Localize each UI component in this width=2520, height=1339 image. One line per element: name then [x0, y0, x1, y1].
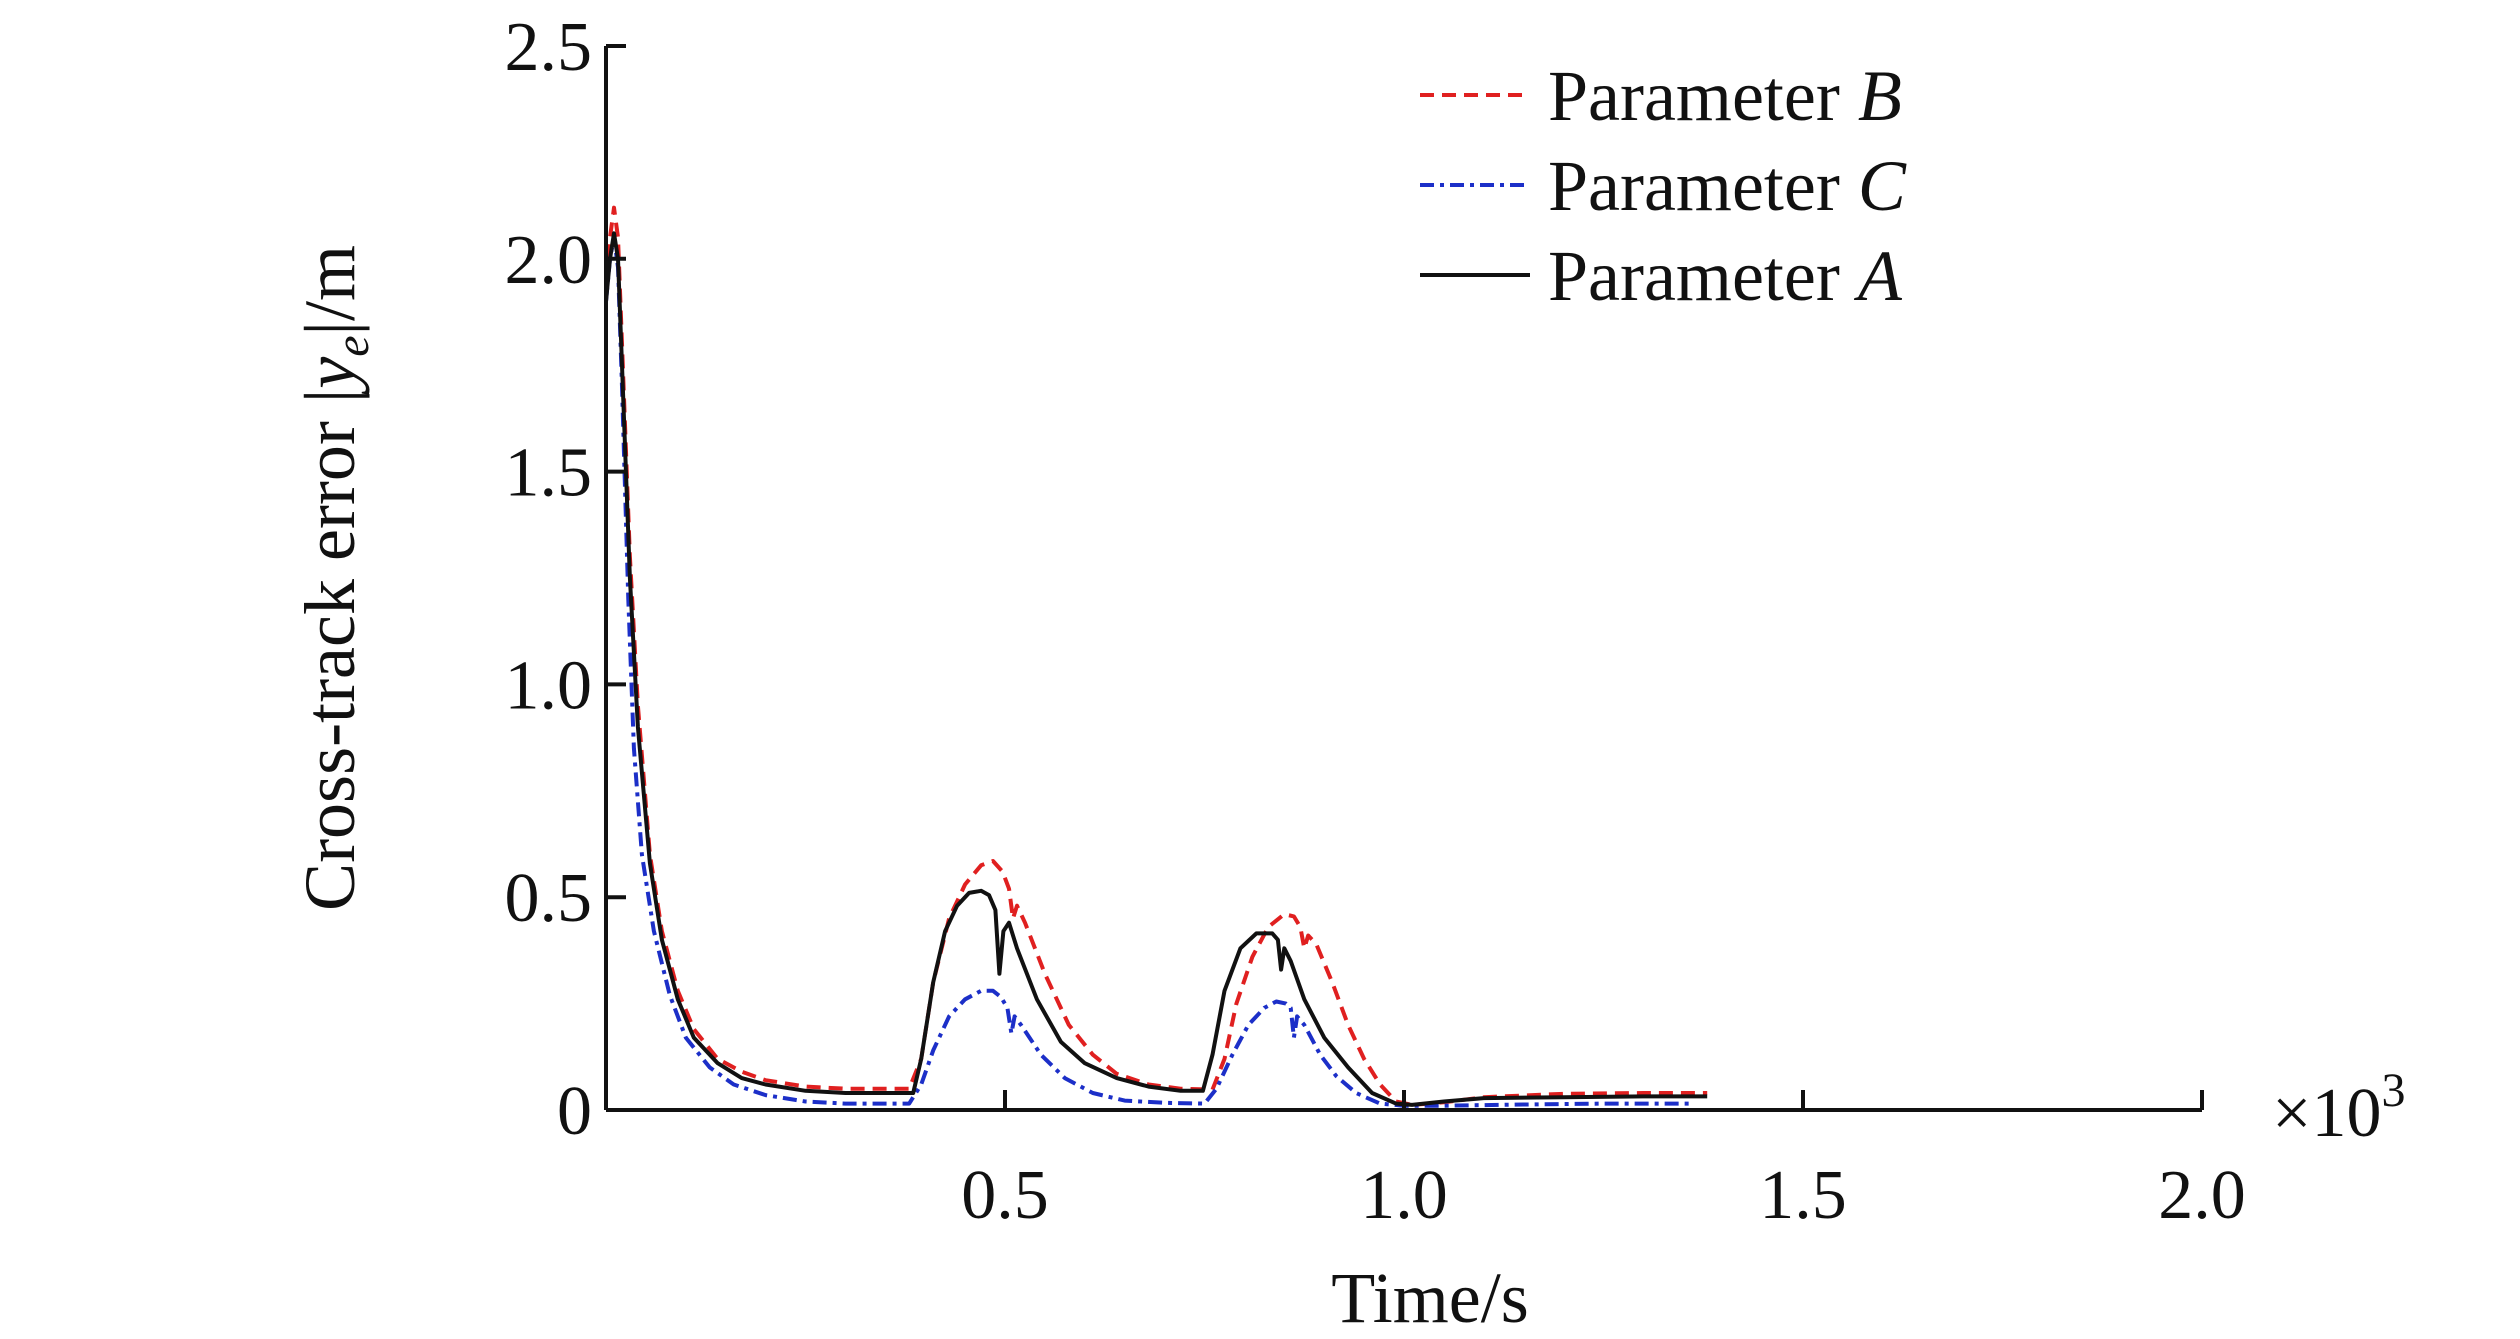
- axis-ticks: 0.5 1.0 1.5 2.0 0 0.5 1.0 1.5 2.0 2.5: [505, 9, 2246, 1234]
- y-axis-title-var: y: [290, 357, 370, 396]
- y-axis-title-sub: e: [326, 335, 379, 356]
- y-tick-label: 1.0: [505, 647, 593, 724]
- series-line-c: [604, 235, 1692, 1108]
- x-tick-label: 1.0: [1360, 1157, 1448, 1234]
- y-axis-title-suffix: |/m: [290, 245, 370, 335]
- series-line-a: [604, 231, 1708, 1107]
- y-tick-label: 0: [557, 1073, 592, 1150]
- y-tick-label: 2.5: [505, 9, 593, 86]
- x-tick-label: 1.5: [1759, 1157, 1847, 1234]
- x-axis-multiplier: ×103: [2272, 1064, 2405, 1152]
- legend: Parameter B Parameter C Parameter A: [1420, 56, 1907, 316]
- plot-lines: [604, 205, 1708, 1108]
- series-line-b: [604, 205, 1708, 1107]
- y-tick-label: 0.5: [505, 860, 593, 937]
- legend-label-b: Parameter B: [1548, 56, 1902, 136]
- y-tick-label: 2.0: [505, 222, 593, 299]
- legend-label-a: Parameter A: [1548, 236, 1903, 316]
- x-axis-multiplier-exponent: 3: [2381, 1064, 2405, 1117]
- y-axis-title: Cross-track error |ye|/m: [290, 245, 379, 911]
- y-tick-label: 1.5: [505, 435, 593, 512]
- x-tick-label: 0.5: [961, 1157, 1049, 1234]
- x-tick-label: 2.0: [2158, 1157, 2246, 1234]
- legend-label-c: Parameter C: [1548, 146, 1907, 226]
- x-axis-title: Time/s: [1331, 1258, 1528, 1338]
